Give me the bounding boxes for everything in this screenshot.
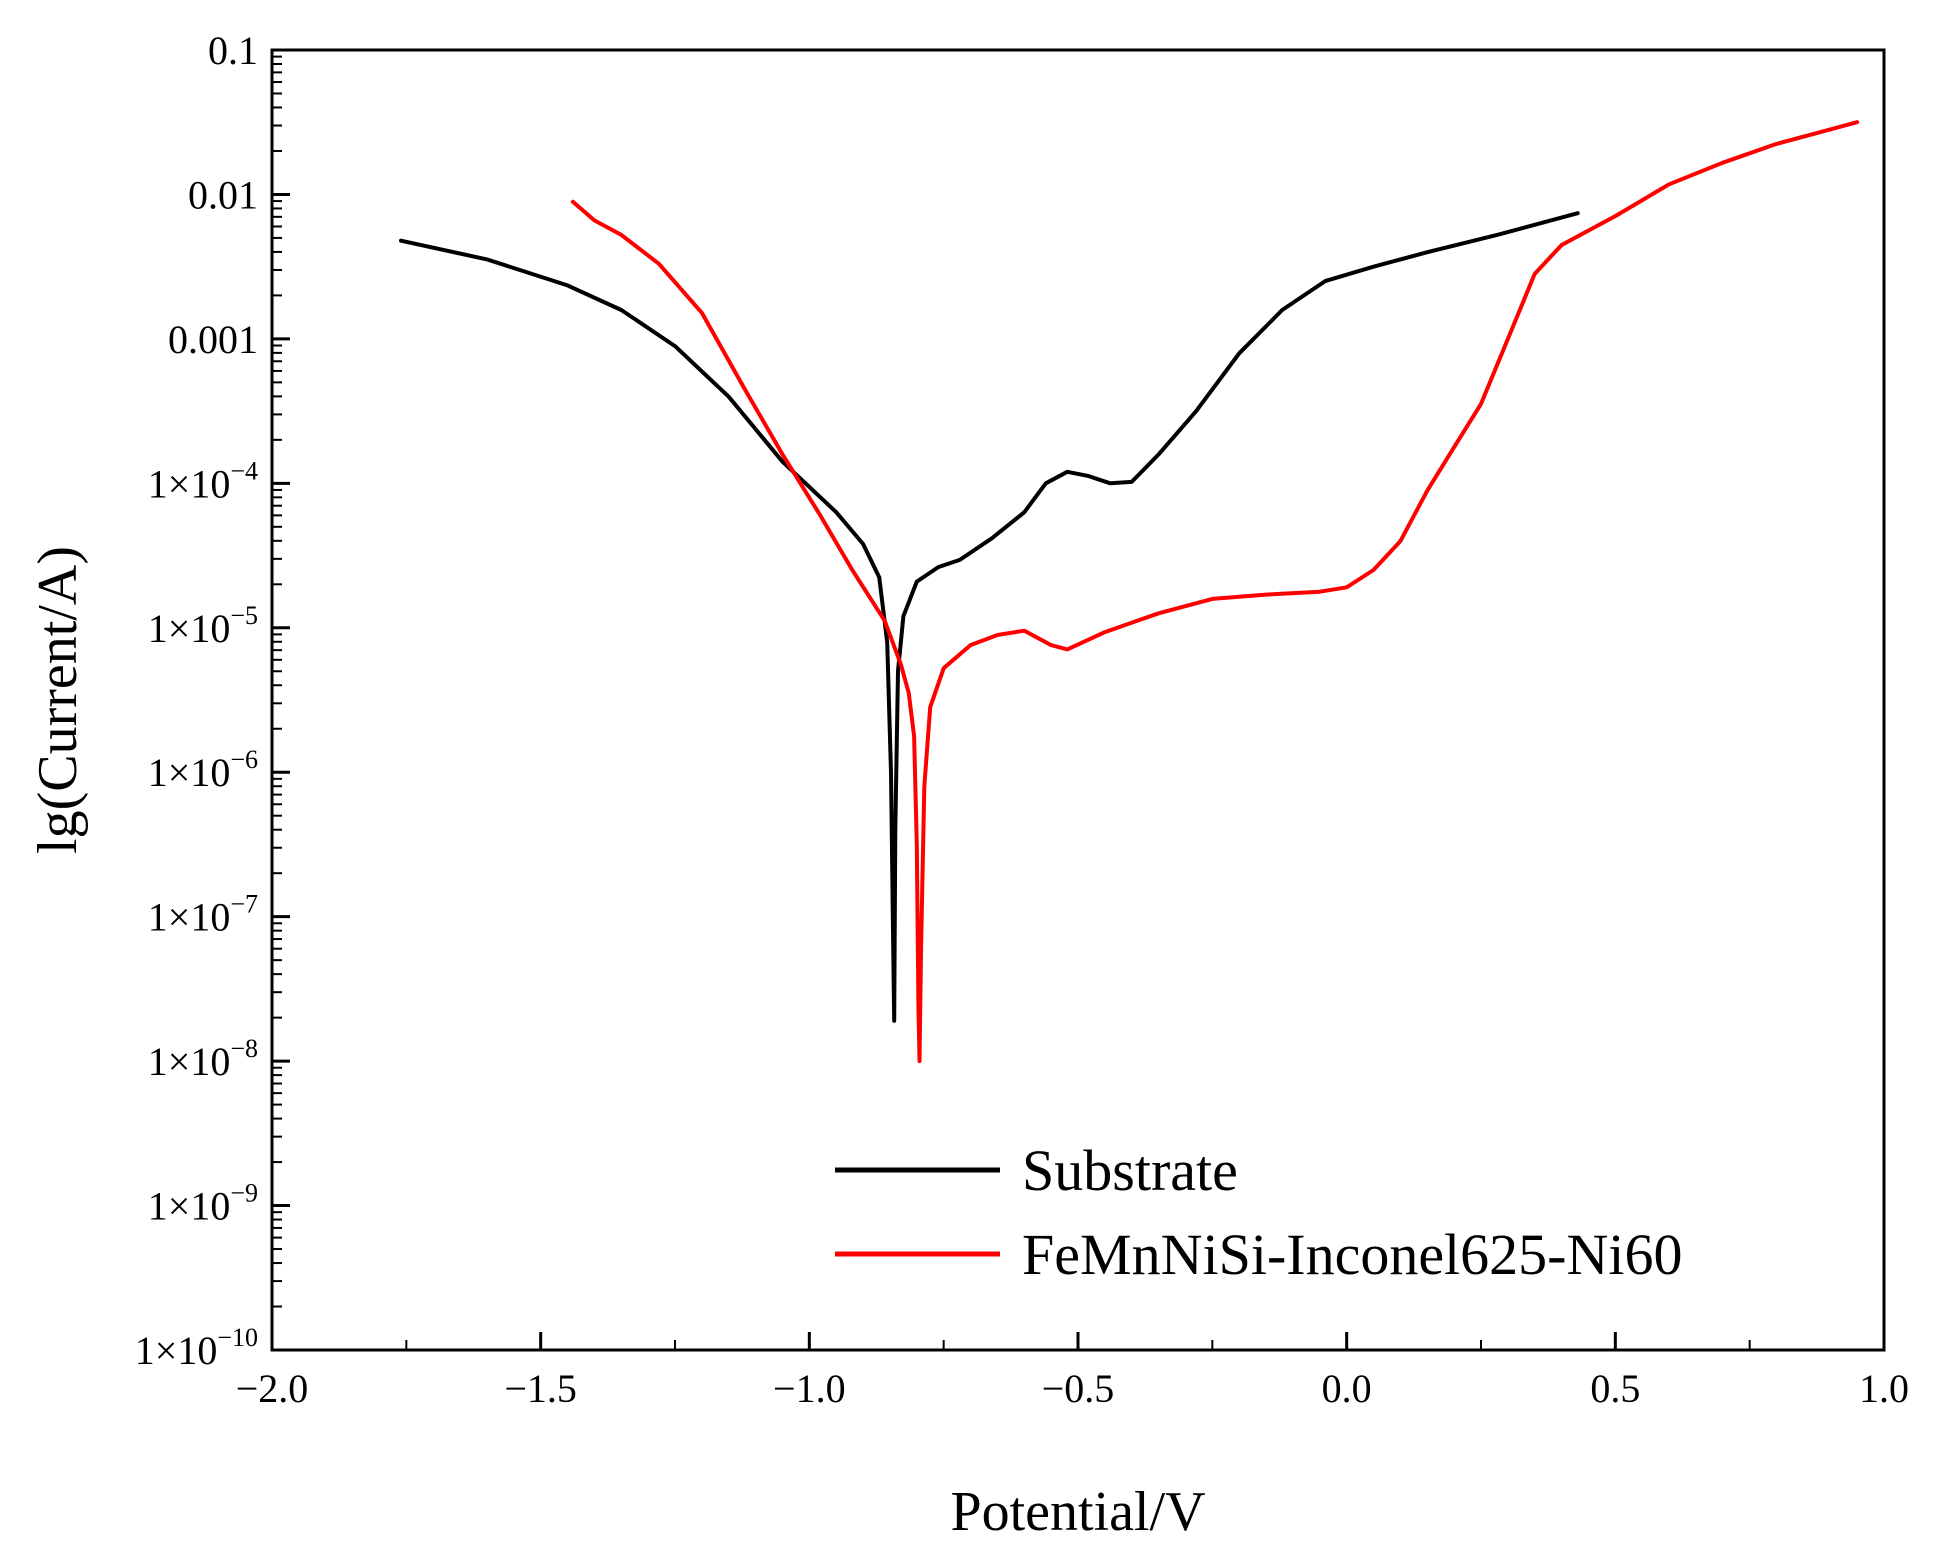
y-tick-label: 0.001 [168, 317, 258, 362]
y-tick-base: 1×10 [148, 1184, 231, 1229]
y-tick-base: 1×10 [148, 895, 231, 940]
y-tick-label: 1×10−8 [148, 1034, 258, 1084]
y-tick-label: 1×10−10 [135, 1323, 258, 1373]
y-axis-ticks: 0.10.010.0011×10−41×10−51×10−61×10−71×10… [135, 28, 290, 1373]
y-tick-label: 1×10−5 [148, 601, 258, 651]
y-tick-exponent: −5 [230, 601, 258, 630]
y-tick-label: 1×10−9 [148, 1179, 258, 1229]
x-tick-label: 0.0 [1322, 1366, 1372, 1411]
y-tick-label: 0.1 [208, 28, 258, 73]
legend-label-substrate: Substrate [1022, 1138, 1238, 1203]
y-tick-base: 0.01 [188, 172, 258, 217]
y-tick-exponent: −8 [230, 1034, 258, 1063]
y-tick-exponent: −6 [230, 745, 258, 774]
y-tick-exponent: −10 [217, 1323, 258, 1352]
y-tick-exponent: −4 [230, 456, 258, 485]
x-tick-label: 1.0 [1859, 1366, 1909, 1411]
y-tick-base: 0.001 [168, 317, 258, 362]
series-line-coating [570, 120, 1860, 1064]
y-tick-exponent: −9 [230, 1179, 258, 1208]
y-tick-base: 1×10 [148, 1039, 231, 1084]
series-line-substrate [399, 211, 1580, 1023]
x-axis-ticks: −2.0 −1.5 −1.0 −0.5 0.0 0.5 1.0 [236, 1332, 1909, 1411]
y-tick-label: 1×10−7 [148, 890, 258, 940]
x-tick-label: −0.5 [1042, 1366, 1115, 1411]
y-tick-base: 0.1 [208, 28, 258, 73]
y-tick-label: 0.01 [188, 172, 258, 217]
y-tick-label: 1×10−6 [148, 745, 258, 795]
series-group [399, 120, 1860, 1064]
y-tick-base: 1×10 [135, 1328, 218, 1373]
x-tick-label: −2.0 [236, 1366, 309, 1411]
y-tick-base: 1×10 [148, 461, 231, 506]
y-tick-label: 1×10−4 [148, 456, 258, 506]
y-tick-base: 1×10 [148, 606, 231, 651]
legend: Substrate FeMnNiSi-Inconel625-Ni60 [835, 1138, 1683, 1287]
x-tick-label: −1.5 [504, 1366, 577, 1411]
x-tick-label: 0.5 [1590, 1366, 1640, 1411]
legend-label-coating: FeMnNiSi-Inconel625-Ni60 [1022, 1222, 1683, 1287]
x-tick-label: −1.0 [773, 1366, 846, 1411]
x-axis-label: Potential/V [950, 1481, 1205, 1543]
y-tick-base: 1×10 [148, 750, 231, 795]
y-axis-label: lg(Current/A) [27, 546, 89, 854]
y-tick-exponent: −7 [230, 890, 258, 919]
